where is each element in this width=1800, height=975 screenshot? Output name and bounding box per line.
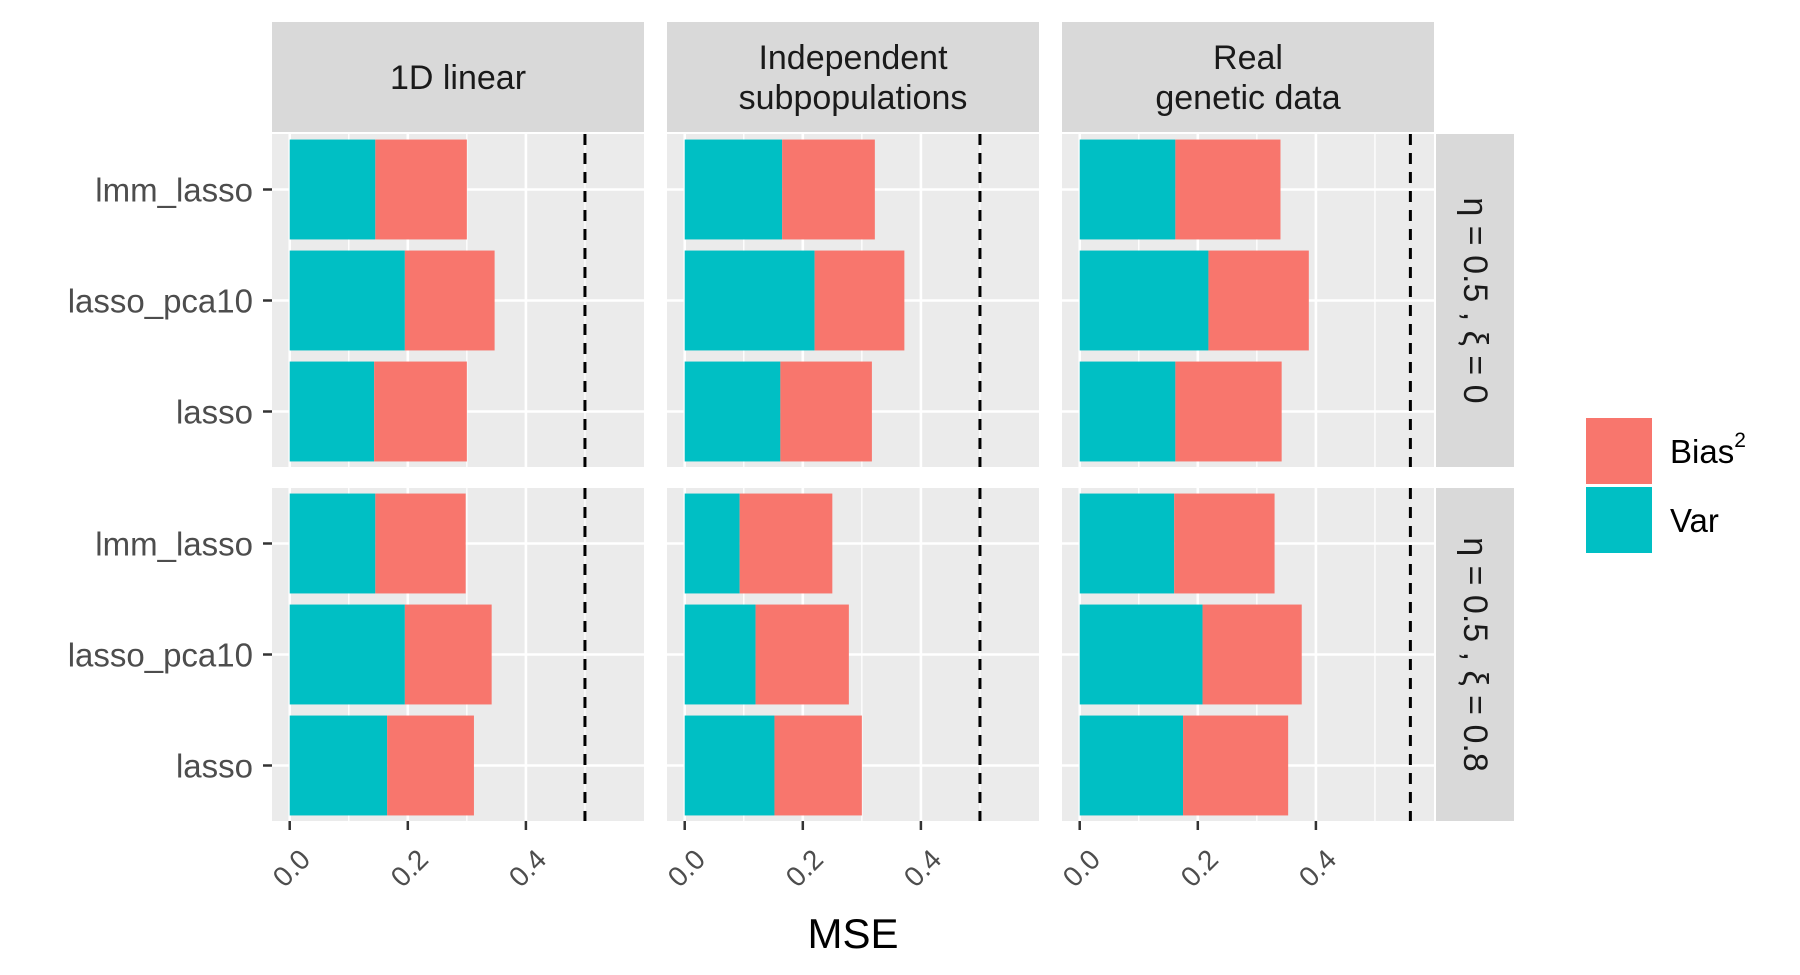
legend-label: Var — [1670, 502, 1719, 539]
column-strip — [272, 22, 644, 132]
bar-bias2 — [780, 361, 872, 462]
bar-bias2 — [404, 250, 495, 351]
bar-var — [289, 715, 388, 816]
panel — [272, 134, 644, 467]
x-tick-label: 0.2 — [1175, 843, 1224, 892]
bar-bias2 — [1183, 715, 1289, 816]
bar-var — [289, 250, 405, 351]
bar-bias2 — [755, 604, 849, 705]
x-tick-label: 0.0 — [1057, 843, 1106, 892]
legend-label: Bias2 — [1670, 429, 1746, 470]
x-tick-label: 0.0 — [267, 843, 316, 892]
legend-label-superscript: 2 — [1734, 429, 1746, 452]
bar-bias2 — [774, 715, 862, 816]
bar-var — [1079, 361, 1176, 462]
column-strip-label: 1D linear — [390, 59, 526, 97]
y-tick-label: lmm_lasso — [95, 172, 253, 209]
column-strip — [1062, 22, 1434, 132]
bar-bias2 — [375, 139, 467, 240]
bar-var — [684, 361, 781, 462]
bar-var — [289, 604, 405, 705]
bar-var — [684, 139, 783, 240]
column-strip-label: Real — [1213, 39, 1283, 77]
column-strip-label: Independent — [758, 39, 948, 77]
column-strip — [667, 22, 1039, 132]
bar-var — [1079, 604, 1203, 705]
bar-bias2 — [1202, 604, 1302, 705]
bar-bias2 — [1175, 139, 1281, 240]
y-tick-label: lasso_pca10 — [68, 637, 253, 674]
bar-bias2 — [739, 493, 833, 594]
legend-key — [1586, 418, 1652, 484]
bar-var — [1079, 139, 1176, 240]
x-axis-title: MSE — [807, 910, 898, 957]
bar-bias2 — [387, 715, 474, 816]
panel — [667, 488, 1039, 821]
y-tick-label: lasso — [176, 748, 253, 785]
panel — [1062, 134, 1434, 467]
legend: Bias2 Var — [1586, 418, 1746, 553]
row-strip — [1436, 134, 1514, 467]
y-tick-label: lmm_lasso — [95, 526, 253, 563]
panel — [272, 488, 644, 821]
bar-var — [289, 139, 376, 240]
bar-bias2 — [375, 493, 466, 594]
bar-var — [289, 493, 376, 594]
column-strip-label: subpopulations — [739, 79, 968, 117]
y-tick-label: lasso_pca10 — [68, 283, 253, 320]
bar-var — [684, 493, 740, 594]
bar-var — [684, 604, 756, 705]
bar-bias2 — [404, 604, 492, 705]
y-tick-label: lasso — [176, 394, 253, 431]
x-tick-label: 0.4 — [1293, 843, 1342, 892]
bar-bias2 — [1174, 493, 1275, 594]
bar-var — [1079, 715, 1184, 816]
bar-var — [1079, 250, 1209, 351]
x-tick-label: 0.4 — [503, 843, 552, 892]
bar-var — [1079, 493, 1175, 594]
row-strip-label: η = 0.5 , ξ = 0.8 — [1456, 537, 1494, 772]
x-tick-label: 0.4 — [898, 843, 947, 892]
row-strip — [1436, 488, 1514, 821]
bar-var — [684, 715, 775, 816]
bar-bias2 — [814, 250, 905, 351]
bar-var — [289, 361, 375, 462]
bar-bias2 — [1175, 361, 1282, 462]
row-strip-label: η = 0.5 , ξ = 0 — [1456, 197, 1494, 403]
x-tick-label: 0.2 — [385, 843, 434, 892]
bar-var — [684, 250, 815, 351]
panel — [1062, 488, 1434, 821]
bar-bias2 — [374, 361, 467, 462]
legend-key — [1586, 487, 1652, 553]
x-tick-label: 0.2 — [780, 843, 829, 892]
bar-bias2 — [782, 139, 875, 240]
x-tick-label: 0.0 — [662, 843, 711, 892]
column-strip-label: genetic data — [1155, 79, 1340, 117]
panel — [667, 134, 1039, 467]
bar-bias2 — [1208, 250, 1309, 351]
